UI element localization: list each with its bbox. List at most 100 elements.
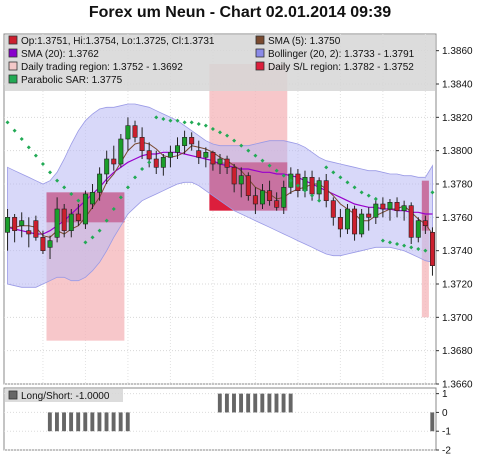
sar-point xyxy=(5,120,10,125)
sar-point xyxy=(203,123,208,128)
longshort-bar xyxy=(239,393,244,413)
y-tick-label: 1.3780 xyxy=(442,180,473,191)
legend-swatch xyxy=(255,61,265,71)
candle-body xyxy=(373,203,379,218)
legend-label: SMA (20): 1.3762 xyxy=(21,49,99,60)
candle-body xyxy=(182,137,188,146)
candle-body xyxy=(203,152,209,158)
sar-point xyxy=(281,173,286,178)
candle-body xyxy=(259,190,265,205)
candle-body xyxy=(12,217,18,231)
candle-body xyxy=(394,202,400,211)
parabolic-sar xyxy=(5,115,435,253)
candle-body xyxy=(281,187,287,208)
longshort-bar xyxy=(125,412,130,432)
legend-swatch xyxy=(8,61,18,71)
candle-body xyxy=(238,175,244,185)
sar-point xyxy=(33,153,38,158)
candle-body xyxy=(167,152,173,158)
candle-body xyxy=(359,213,365,235)
sar-point xyxy=(97,228,102,233)
sar-point xyxy=(380,238,385,243)
candle-body xyxy=(82,193,88,225)
sar-point xyxy=(147,160,152,165)
longshort-bar xyxy=(217,393,222,413)
sar-point xyxy=(232,138,237,143)
sar-point xyxy=(168,118,173,123)
candle-body xyxy=(252,195,258,205)
candle-body xyxy=(267,190,273,201)
sar-point xyxy=(175,118,180,123)
legend-swatch xyxy=(8,48,18,58)
sar-point xyxy=(373,197,378,201)
candle-body xyxy=(217,158,223,165)
candle-body xyxy=(175,145,181,153)
sar-point xyxy=(395,242,400,246)
legend-background xyxy=(5,389,123,402)
legend-label: Daily S/L region: 1.3782 - 1.3752 xyxy=(268,62,414,73)
candle-body xyxy=(224,158,230,168)
candle-body xyxy=(295,173,301,191)
main-y-axis: 1.3860 1.3840 1.3820 1.3800 1.3780 1.3760 1.37… xyxy=(436,46,473,391)
legend-swatch xyxy=(8,35,18,45)
sar-point xyxy=(189,120,194,125)
main-legend: Op:1.3751, Hi:1.3754, Lo:1.3725, Cl:1.37… xyxy=(5,35,435,91)
y-tick-label: 1.3660 xyxy=(442,380,473,391)
longshort-bar xyxy=(267,393,272,413)
longshort-bar xyxy=(288,393,293,413)
longshort-bar xyxy=(104,412,109,432)
y-tick-label: 1.3800 xyxy=(442,146,473,157)
longshort-bar xyxy=(97,412,102,432)
longshort-y-axis: 1 0 -1 -2 xyxy=(436,389,451,457)
y-tick-label: 1.3860 xyxy=(442,46,473,57)
sar-point xyxy=(253,153,258,158)
candle-body xyxy=(146,150,152,160)
candle-body xyxy=(5,217,11,233)
sar-point xyxy=(125,185,130,190)
sar-point xyxy=(83,240,88,245)
sar-point xyxy=(288,178,293,183)
longshort-bar xyxy=(260,393,265,413)
sar-point xyxy=(239,143,244,148)
y-tick-label: -1 xyxy=(442,427,451,438)
longshort-bar xyxy=(281,393,286,413)
longshort-bar xyxy=(76,412,81,432)
legend-background xyxy=(5,35,435,91)
sar-point xyxy=(133,175,138,180)
sar-point xyxy=(345,180,350,185)
legend-label: Op:1.3751, Hi:1.3754, Lo:1.3725, Cl:1.37… xyxy=(21,36,215,47)
sar-point xyxy=(161,117,166,121)
candle-body xyxy=(139,137,145,151)
candle-body xyxy=(380,203,386,210)
candle-body xyxy=(366,213,372,218)
sar-point xyxy=(218,130,222,135)
candle-body xyxy=(189,137,195,145)
sar-point xyxy=(55,178,60,183)
candle-body xyxy=(429,232,435,266)
sar-point xyxy=(267,163,272,168)
sar-point xyxy=(62,185,67,190)
candle-body xyxy=(33,220,39,238)
sar-point xyxy=(274,168,279,173)
candle-body xyxy=(97,173,103,193)
y-tick-label: 1.3820 xyxy=(442,113,473,124)
candle-body xyxy=(387,202,393,210)
sar-point xyxy=(338,175,343,180)
candle-body xyxy=(132,125,138,138)
longshort-bar xyxy=(62,412,66,432)
candle-body xyxy=(408,205,414,238)
longshort-bar xyxy=(69,412,74,432)
candle-body xyxy=(337,217,343,230)
sar-point xyxy=(402,243,407,248)
longshort-bar xyxy=(90,412,95,432)
sar-point xyxy=(260,158,265,163)
sar-point xyxy=(310,193,315,198)
sar-point xyxy=(90,235,95,240)
sar-point xyxy=(352,185,357,190)
sar-point xyxy=(69,192,74,196)
sar-point xyxy=(182,120,187,125)
sar-point xyxy=(140,167,145,171)
candle-body xyxy=(153,158,159,168)
y-tick-label: 1.3700 xyxy=(442,313,473,324)
